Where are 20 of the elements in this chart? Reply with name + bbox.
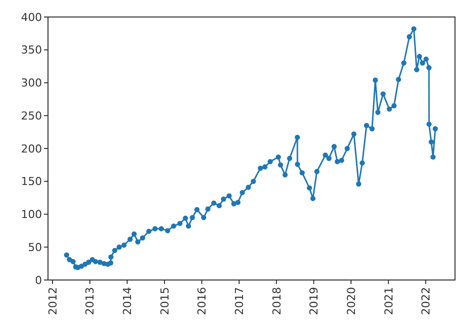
x-tick-label: 2020 xyxy=(344,287,358,315)
y-tick-label: 50 xyxy=(28,240,42,254)
y-tick-label: 150 xyxy=(21,175,42,188)
x-tick-label: 2019 xyxy=(308,287,321,315)
x-tick-label: 2018 xyxy=(270,287,284,315)
x-tick-label: 2015 xyxy=(158,287,172,315)
y-tick-label: 0 xyxy=(35,274,42,287)
x-tick-label: 2017 xyxy=(232,287,246,315)
y-tick-label: 350 xyxy=(21,44,42,57)
x-tick-label: 2022 xyxy=(420,287,433,315)
x-tick-label: 2013 xyxy=(84,287,97,315)
y-tick-label: 250 xyxy=(21,109,42,122)
x-tick-label: 2012 xyxy=(46,287,60,315)
y-tick-label: 300 xyxy=(21,76,42,90)
y-tick-label: 200 xyxy=(21,142,42,156)
x-tick-label: 2014 xyxy=(121,287,134,315)
y-tick-label: 400 xyxy=(21,10,42,24)
y-tick-label: 100 xyxy=(21,208,42,222)
x-tick-label: 2016 xyxy=(196,287,209,315)
x-tick-label: 2021 xyxy=(382,287,396,315)
